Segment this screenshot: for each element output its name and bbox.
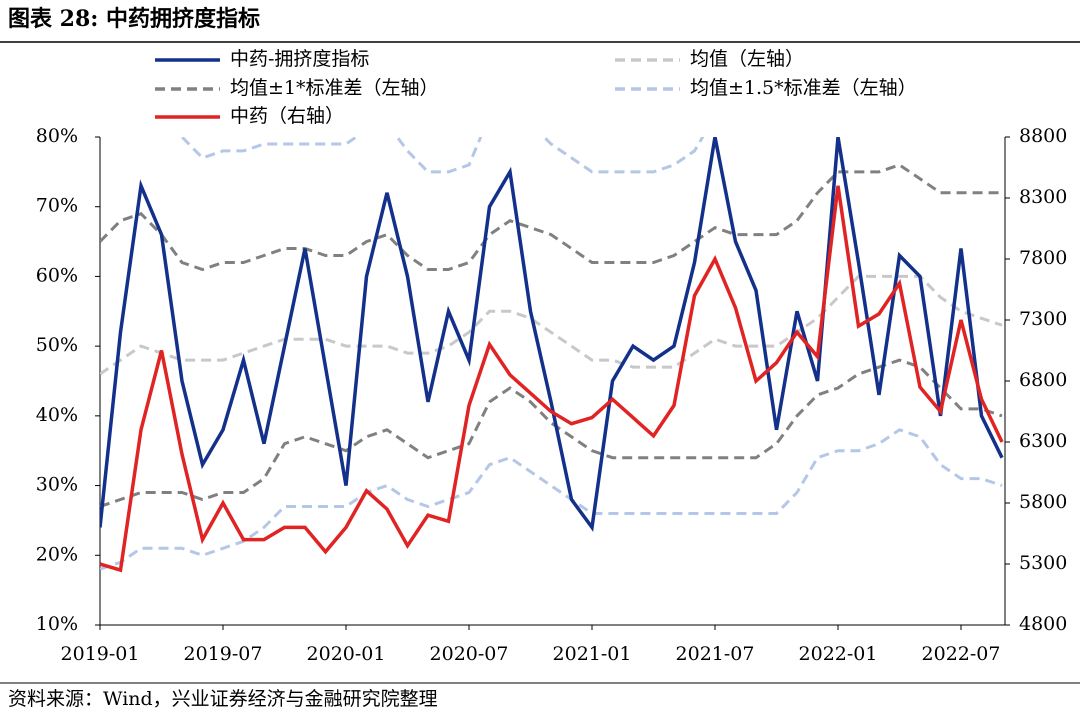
legend-label: 中药（右轴） xyxy=(230,105,344,127)
y-tick-label: 30% xyxy=(36,474,78,496)
y2-tick-label: 7300 xyxy=(1019,308,1067,330)
y-tick-label: 10% xyxy=(36,613,78,635)
series-line xyxy=(180,137,705,174)
y2-tick-label: 7800 xyxy=(1019,247,1067,269)
series-line xyxy=(100,163,1002,272)
y2-tick-label: 4800 xyxy=(1019,613,1067,635)
series-line xyxy=(100,428,1003,571)
series-line xyxy=(100,137,1004,532)
x-tick-label: 2021-07 xyxy=(676,643,755,665)
legend-label: 均值±1.5*标准差（左轴） xyxy=(690,77,917,99)
x-tick-label: 2019-01 xyxy=(61,643,140,665)
y2-tick-label: 5300 xyxy=(1019,552,1067,574)
series-line xyxy=(100,274,1003,376)
x-tick-label: 2022-07 xyxy=(922,643,1001,665)
y-tick-label: 70% xyxy=(36,195,78,217)
source: 资料来源：Wind，兴业证券经济与金融研究院整理 xyxy=(8,688,438,710)
y-tick-label: 80% xyxy=(36,125,78,147)
y2-tick-label: 6800 xyxy=(1019,369,1067,391)
x-tick-label: 2020-07 xyxy=(430,643,509,665)
y2-tick-label: 8300 xyxy=(1019,186,1067,208)
x-tick-label: 2020-01 xyxy=(307,643,386,665)
x-tick-label: 2021-01 xyxy=(553,643,632,665)
x-tick-label: 2019-07 xyxy=(184,643,263,665)
x-tick-label: 2022-01 xyxy=(799,643,878,665)
legend-label: 中药-拥挤度指标 xyxy=(230,48,369,70)
series-line xyxy=(100,358,1003,508)
chart-title: 图表 28: 中药拥挤度指标 xyxy=(8,6,260,32)
y-tick-label: 50% xyxy=(36,334,78,356)
y2-tick-label: 5800 xyxy=(1019,491,1067,513)
y2-tick-label: 8800 xyxy=(1019,125,1067,147)
series-line xyxy=(100,185,1004,573)
y-tick-label: 60% xyxy=(36,264,78,286)
y-tick-label: 40% xyxy=(36,404,78,426)
plot-area xyxy=(100,137,1004,573)
legend-label: 均值（左轴） xyxy=(690,48,804,70)
legend-label: 均值±1*标准差（左轴） xyxy=(230,77,439,99)
y-tick-label: 20% xyxy=(36,543,78,565)
y2-tick-label: 6300 xyxy=(1019,430,1067,452)
